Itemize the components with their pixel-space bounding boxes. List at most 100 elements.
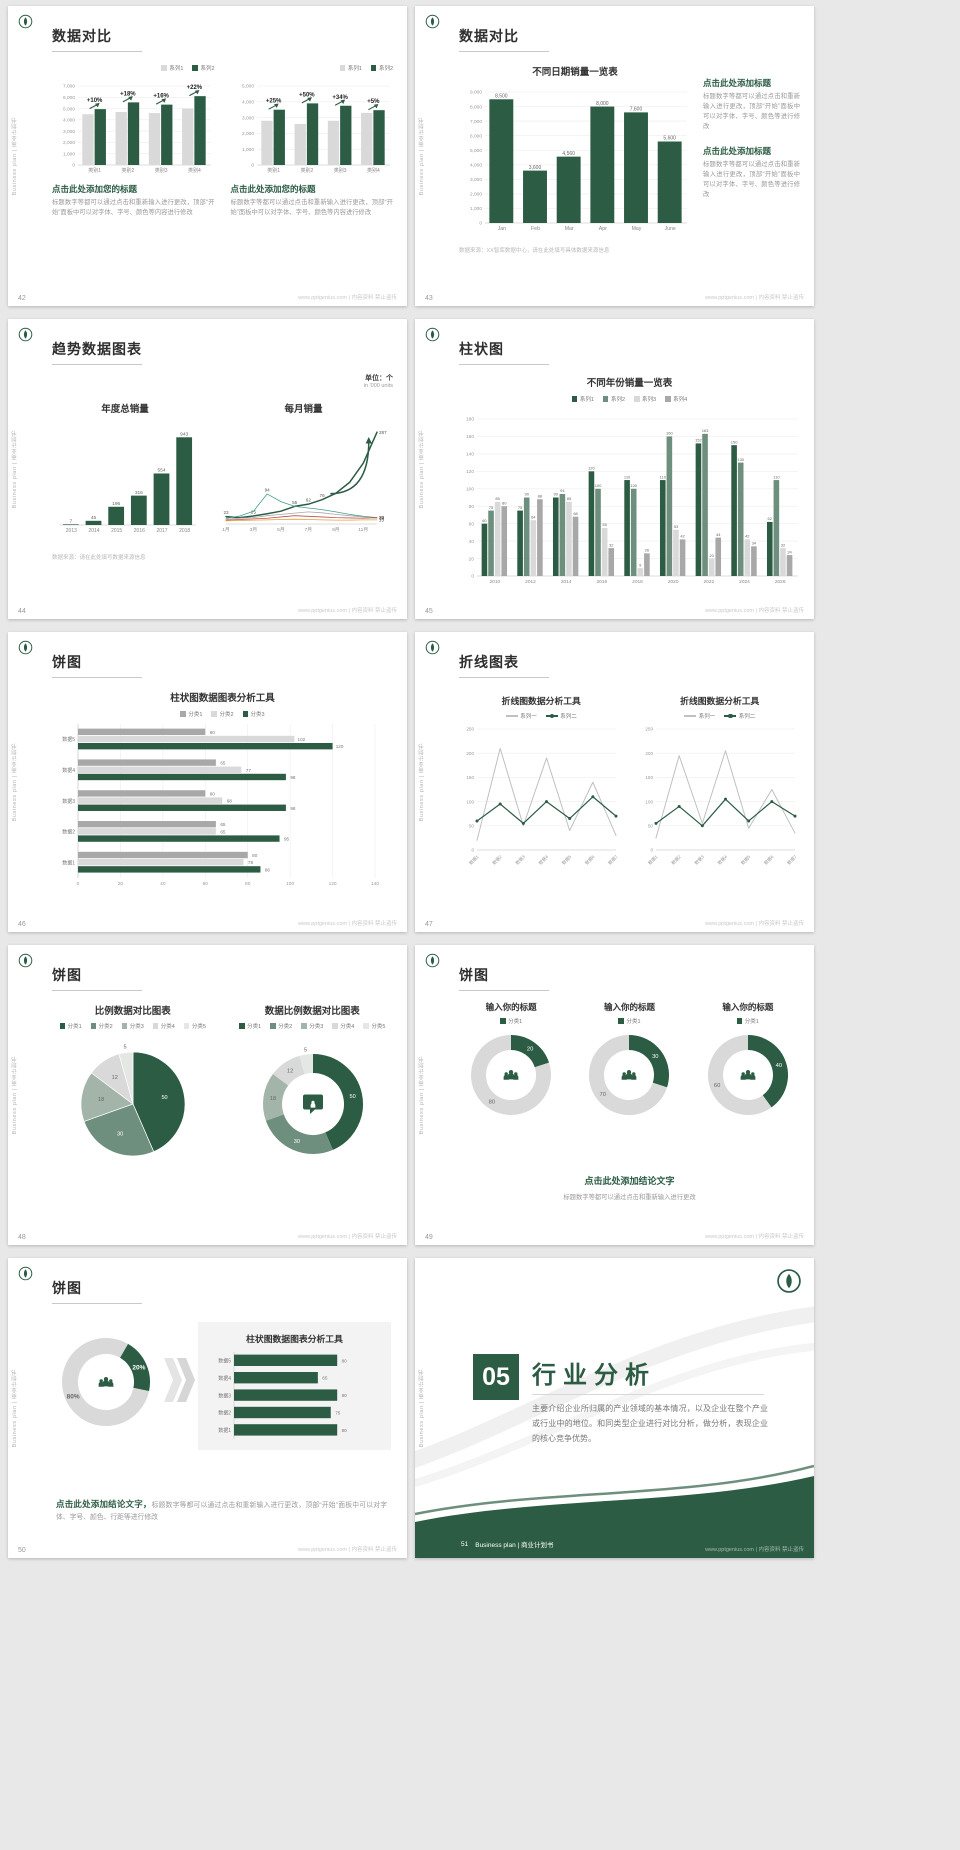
legend-item: 分类1 (59, 1022, 82, 1030)
chart-title: 柱状图数据图表分析工具 (246, 1334, 343, 1344)
svg-text:类别1: 类别1 (267, 167, 280, 174)
legend-swatch (192, 65, 198, 71)
svg-text:2014: 2014 (561, 579, 572, 585)
svg-text:200: 200 (466, 751, 474, 756)
svg-text:85: 85 (495, 496, 500, 501)
legend-swatch (736, 1018, 743, 1024)
brand-logo-icon (18, 640, 33, 655)
side-label: Business plan | 商业计划书 (419, 742, 425, 822)
svg-text:42: 42 (680, 534, 685, 539)
side-label: Business plan | 商业计划书 (419, 1368, 425, 1448)
legend-item: 系列2 (370, 64, 393, 72)
svg-text:75: 75 (518, 505, 523, 510)
svg-text:23: 23 (223, 510, 229, 515)
legend-item: 系列一 (684, 712, 715, 720)
svg-text:数据4: 数据4 (62, 767, 75, 774)
legend-item: 分类1 (239, 1022, 261, 1030)
svg-text:数据4: 数据4 (537, 853, 550, 866)
line-chart: 1月 3月 5月 7月 9月 11月 23 25 55 62 76 287 94 20 18 20 13 (214, 420, 393, 536)
brand-logo-icon (776, 1268, 802, 1294)
unit-label: 单位：个 (365, 375, 393, 382)
legend-label: 分类5 (371, 1024, 386, 1030)
svg-text:80: 80 (342, 1393, 348, 1398)
svg-text:5月: 5月 (277, 527, 284, 533)
svg-text:65: 65 (322, 1376, 328, 1381)
legend-swatch (545, 713, 558, 719)
svg-text:40: 40 (469, 539, 475, 545)
svg-text:53: 53 (674, 524, 679, 529)
slide-45-column-chart[interactable]: Business plan | 商业计划书 柱状图 不同年份销量一览表 系列1 系… (415, 319, 814, 619)
svg-text:数据2: 数据2 (491, 853, 504, 866)
block-body: 标题数字等都可以通过点击和重新输入进行更改，顶部“开始”面板中可以对字体、字号、… (703, 93, 800, 131)
svg-text:150: 150 (731, 439, 738, 444)
slide-49-donut-charts[interactable]: Business plan | 商业计划书 饼图 输入你的标题 分类1 20 80… (415, 945, 814, 1245)
page-number: 44 (18, 608, 26, 615)
svg-text:5: 5 (124, 1044, 127, 1050)
svg-text:130: 130 (737, 457, 744, 462)
legend-label: 分类1 (247, 1024, 262, 1030)
donut-chart: 30 70 (575, 1027, 683, 1123)
svg-text:数据4: 数据4 (218, 1375, 231, 1382)
legend-item: 分类5 (363, 1022, 385, 1030)
block-title: 点击此处添加您的标题 (230, 184, 316, 194)
slide-43-data-comparison[interactable]: Business plan | 商业计划书 数据对比 不同日期销量一览表 0 1,… (415, 6, 814, 306)
svg-text:数据5: 数据5 (218, 1358, 231, 1365)
svg-text:287: 287 (379, 430, 387, 435)
svg-text:102: 102 (298, 737, 306, 742)
slide-50-donut-bar-summary[interactable]: Business plan | 商业计划书 饼图 20% 80% 柱状图数据图表分… (8, 1258, 407, 1558)
svg-text:40: 40 (775, 1063, 781, 1069)
section-body: 主要介绍企业所归属的产业领域的基本情况，以及企业在整个产业或行业中的地位。和同类… (532, 1404, 768, 1443)
svg-text:9月: 9月 (332, 527, 339, 533)
svg-text:20: 20 (527, 1047, 533, 1053)
svg-text:77: 77 (246, 768, 252, 773)
slide-48-pie-charts[interactable]: Business plan | 商业计划书 饼图 比例数据对比图表 分类1 分类2… (8, 945, 407, 1245)
svg-text:62: 62 (768, 516, 773, 521)
svg-text:0: 0 (77, 881, 80, 887)
slide-42-data-comparison[interactable]: Business plan | 商业计划书 数据对比 系列1 系列2 0 1,000… (8, 6, 407, 306)
slide-44-trend-charts[interactable]: Business plan | 商业计划书 趋势数据图表 单位：个 in '00… (8, 319, 407, 619)
legend-label: 系列二 (738, 714, 756, 720)
slide-51-industry-analysis[interactable]: Business plan | 商业计划书 05 行业分析 主要介绍企业所归属的… (415, 1258, 814, 1558)
svg-text:2010: 2010 (489, 579, 500, 585)
slide-title: 趋势数据图表 (52, 339, 142, 365)
chart-legend: 系列一 系列二 (640, 712, 801, 720)
watermark: www.pptgenius.com | 内容资料 禁止盗传 (298, 1547, 397, 1553)
svg-text:60: 60 (203, 881, 209, 887)
bar-chart: 0 1,000 2,000 3,000 4,000 5,000 类别1 +25% 类别2 +50%… (231, 74, 394, 176)
legend-label: 系列一 (698, 714, 716, 720)
legend-label: 分类3 (309, 1024, 324, 1030)
svg-text:类别3: 类别3 (333, 167, 346, 174)
svg-text:100: 100 (595, 483, 602, 488)
svg-text:2012: 2012 (525, 579, 536, 585)
svg-text:5,000: 5,000 (470, 148, 482, 154)
legend-label: 系列1 (579, 397, 594, 403)
block-title: 点击此处添加标题 (703, 78, 772, 88)
chart-legend: 系列1 系列2 (231, 64, 393, 72)
svg-text:70: 70 (600, 1092, 606, 1098)
side-label: Business plan | 商业计划书 (12, 429, 18, 509)
svg-text:数据3: 数据3 (514, 853, 527, 866)
svg-text:2022: 2022 (703, 579, 714, 585)
slide-47-line-charts[interactable]: Business plan | 商业计划书 折线图表 折线图数据分析工具 系列一… (415, 632, 814, 932)
svg-text:+25%: +25% (265, 99, 281, 105)
svg-text:4,560: 4,560 (562, 151, 575, 157)
pie-chart: 50 30 18 12 5 (50, 1034, 216, 1174)
svg-text:60: 60 (469, 521, 475, 527)
svg-text:120: 120 (588, 466, 595, 471)
conclusion-body: 标题数字等都可以通过点击和重新输入进行更改，顶部“开始”面板中可以对字体、字号、… (56, 1502, 387, 1522)
chart-legend: 分类1 分类2 分类3 (54, 710, 391, 718)
svg-text:2,000: 2,000 (470, 192, 482, 198)
chart-title: 折线图数据分析工具 (680, 696, 760, 706)
legend-item: 分类1 (618, 1017, 641, 1025)
legend-item: 分类2 (90, 1022, 113, 1030)
svg-text:196: 196 (112, 501, 120, 507)
svg-text:Mar: Mar (565, 226, 574, 232)
slide-46-bar-analysis[interactable]: Business plan | 商业计划书 饼图 柱状图数据图表分析工具 分类1… (8, 632, 407, 932)
svg-text:2020: 2020 (668, 579, 679, 585)
svg-text:9: 9 (639, 562, 642, 567)
svg-text:90: 90 (554, 492, 559, 497)
svg-text:20: 20 (709, 553, 714, 558)
svg-text:8,000: 8,000 (596, 101, 609, 107)
legend-label: 系列1 (347, 66, 362, 72)
divider-line (532, 1394, 764, 1395)
